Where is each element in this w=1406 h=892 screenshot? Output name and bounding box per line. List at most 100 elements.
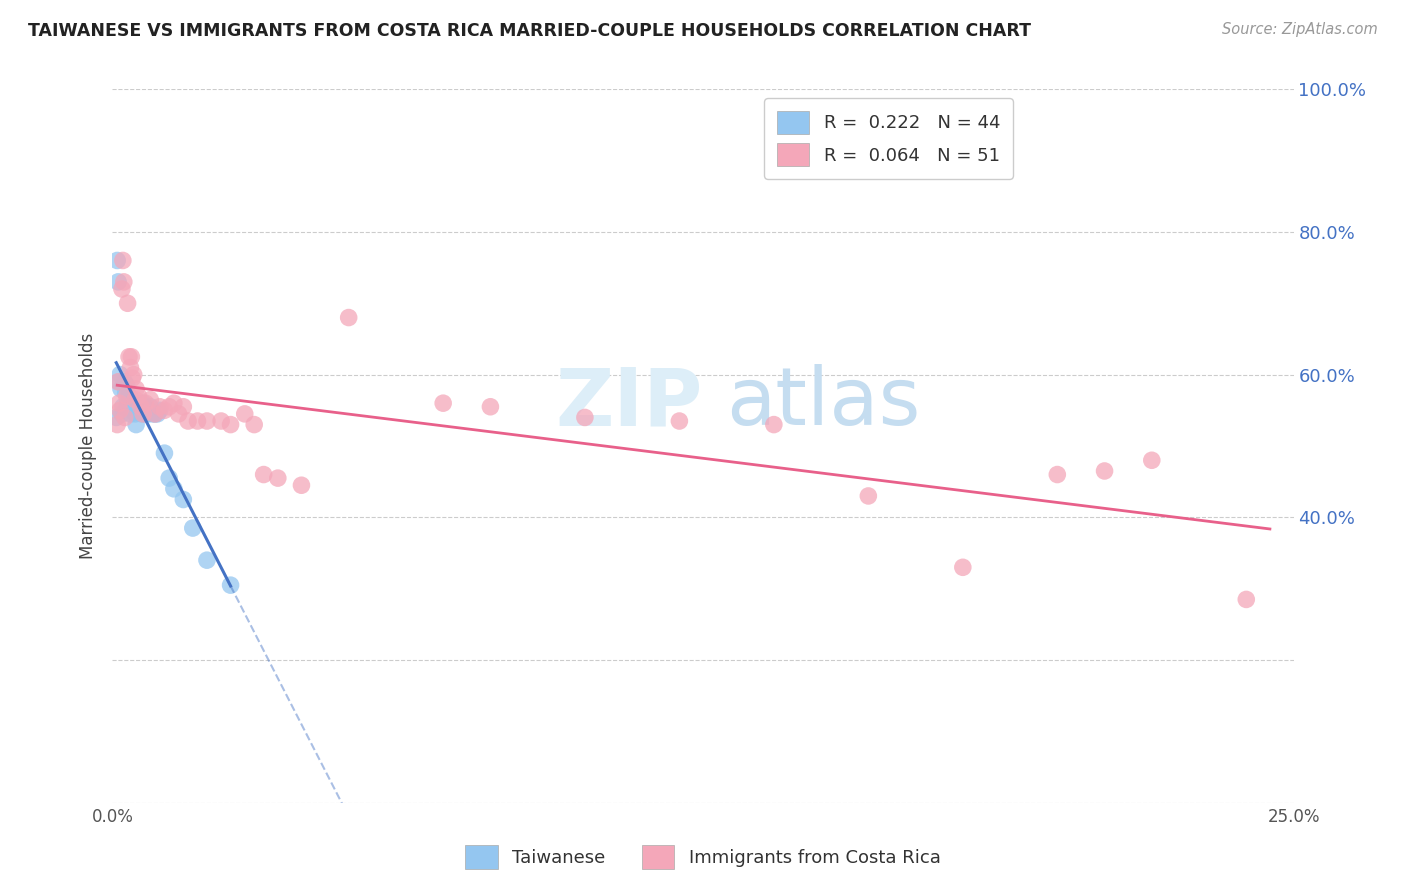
Point: [131, 407, 153, 421]
Point: [267, 471, 290, 485]
Point: [108, 396, 131, 410]
Point: [111, 407, 134, 421]
Point: [124, 407, 146, 421]
Point: [762, 417, 785, 432]
Point: [1094, 464, 1116, 478]
Y-axis label: Married-couple Households: Married-couple Households: [79, 333, 97, 559]
Point: [209, 414, 232, 428]
Point: [122, 396, 145, 410]
Point: [105, 417, 128, 432]
Point: [149, 400, 172, 414]
Point: [186, 414, 208, 428]
Point: [108, 375, 131, 389]
Point: [112, 275, 135, 289]
Point: [952, 560, 974, 574]
Legend: Taiwanese, Immigrants from Costa Rica: Taiwanese, Immigrants from Costa Rica: [458, 838, 948, 876]
Point: [111, 282, 134, 296]
Point: [118, 350, 141, 364]
Text: atlas: atlas: [727, 364, 921, 442]
Point: [105, 253, 128, 268]
Point: [149, 403, 172, 417]
Point: [135, 400, 157, 414]
Point: [124, 392, 146, 407]
Point: [142, 407, 165, 421]
Point: [136, 407, 159, 421]
Point: [253, 467, 276, 482]
Point: [337, 310, 360, 325]
Point: [219, 578, 242, 592]
Point: [115, 389, 138, 403]
Point: [167, 407, 190, 421]
Point: [120, 360, 142, 375]
Point: [132, 396, 155, 410]
Point: [129, 400, 152, 414]
Point: [153, 446, 176, 460]
Point: [143, 407, 166, 421]
Point: [146, 407, 169, 421]
Point: [134, 403, 156, 417]
Point: [135, 396, 157, 410]
Point: [125, 417, 148, 432]
Point: [135, 407, 157, 421]
Point: [108, 368, 131, 382]
Point: [858, 489, 880, 503]
Point: [157, 471, 180, 485]
Point: [105, 410, 128, 425]
Point: [114, 410, 136, 425]
Point: [163, 482, 186, 496]
Point: [125, 403, 148, 417]
Point: [574, 410, 596, 425]
Point: [120, 350, 142, 364]
Point: [181, 521, 204, 535]
Point: [107, 275, 129, 289]
Point: [219, 417, 242, 432]
Point: [132, 407, 155, 421]
Point: [195, 414, 218, 428]
Point: [122, 368, 145, 382]
Point: [117, 296, 139, 310]
Point: [195, 553, 218, 567]
Point: [290, 478, 312, 492]
Point: [127, 400, 149, 414]
Point: [139, 400, 162, 414]
Point: [128, 400, 150, 414]
Point: [117, 396, 139, 410]
Point: [127, 389, 149, 403]
Point: [143, 407, 166, 421]
Point: [163, 396, 186, 410]
Point: [172, 400, 194, 414]
Text: ZIP: ZIP: [555, 364, 703, 442]
Point: [121, 371, 143, 385]
Point: [139, 392, 162, 407]
Point: [125, 400, 148, 414]
Point: [120, 392, 142, 407]
Point: [1140, 453, 1163, 467]
Point: [120, 407, 142, 421]
Point: [115, 378, 138, 392]
Text: TAIWANESE VS IMMIGRANTS FROM COSTA RICA MARRIED-COUPLE HOUSEHOLDS CORRELATION CH: TAIWANESE VS IMMIGRANTS FROM COSTA RICA …: [28, 22, 1031, 40]
Point: [177, 414, 200, 428]
Point: [233, 407, 256, 421]
Point: [107, 375, 129, 389]
Point: [121, 403, 143, 417]
Point: [112, 375, 135, 389]
Point: [432, 396, 454, 410]
Point: [110, 382, 132, 396]
Point: [1046, 467, 1069, 482]
Point: [125, 382, 148, 396]
Point: [115, 400, 138, 414]
Point: [108, 403, 131, 417]
Point: [111, 400, 134, 414]
Point: [479, 400, 502, 414]
Text: Source: ZipAtlas.com: Source: ZipAtlas.com: [1222, 22, 1378, 37]
Point: [668, 414, 690, 428]
Point: [172, 492, 194, 507]
Point: [138, 403, 160, 417]
Point: [153, 403, 176, 417]
Point: [114, 385, 136, 400]
Point: [243, 417, 266, 432]
Point: [1234, 592, 1257, 607]
Point: [157, 400, 180, 414]
Point: [118, 389, 141, 403]
Point: [129, 400, 152, 414]
